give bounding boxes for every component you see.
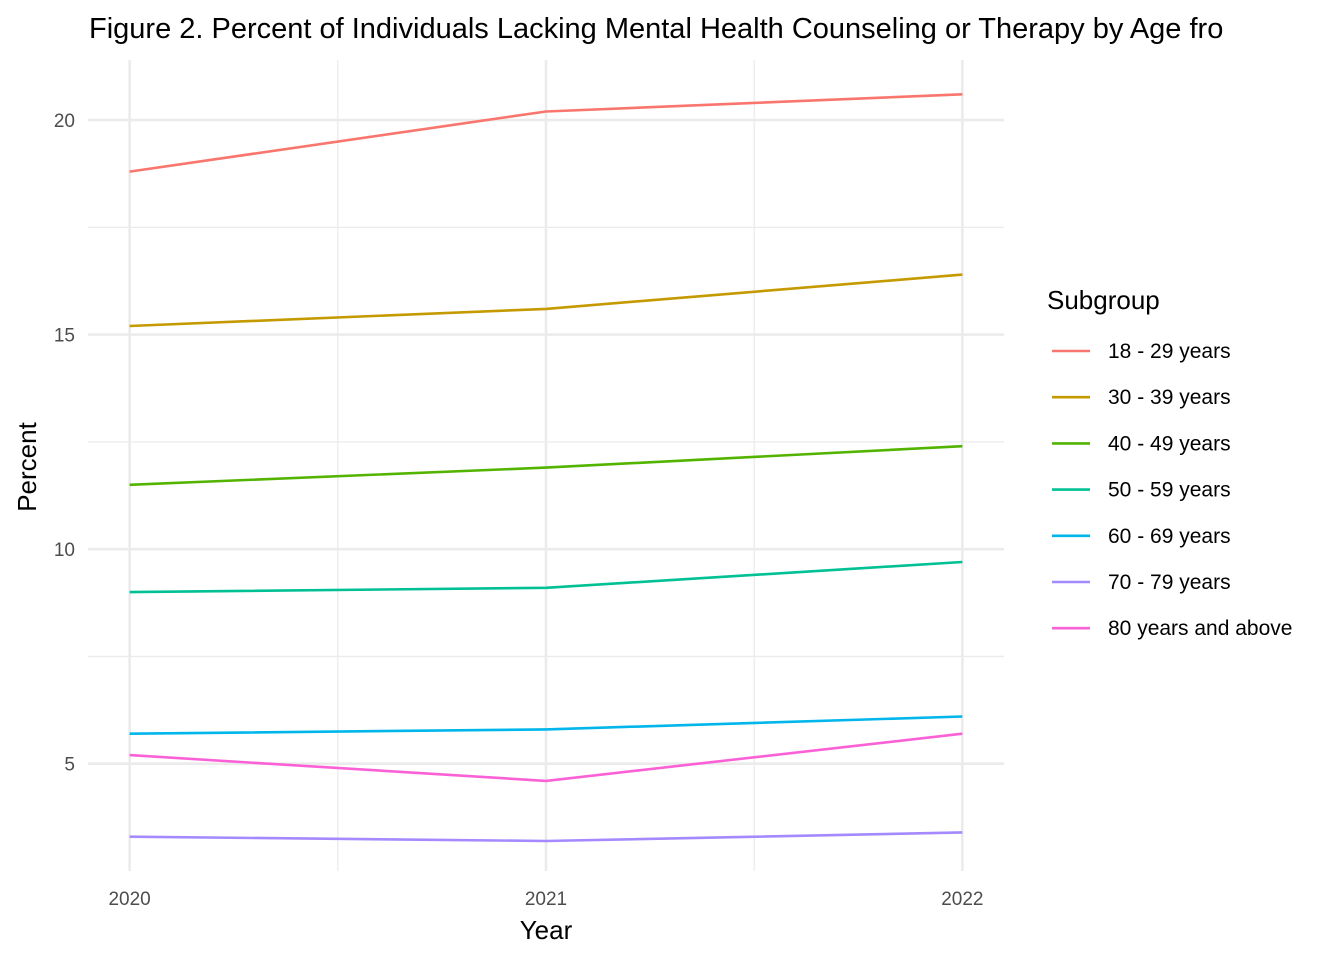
series-line	[129, 444, 963, 487]
x-tick-label: 2020	[108, 889, 150, 910]
legend-item: 70 - 79 years	[1052, 571, 1231, 594]
legend-item: 60 - 69 years	[1052, 525, 1231, 548]
series-line	[129, 93, 963, 173]
y-tick-label: 10	[54, 540, 75, 561]
series-line	[129, 273, 963, 328]
chart-title: Figure 2. Percent of Individuals Lacking…	[89, 13, 1223, 45]
legend-label: 18 - 29 years	[1108, 340, 1231, 363]
series-layer	[129, 93, 963, 843]
legend-item: 30 - 39 years	[1052, 386, 1231, 409]
legend-item: 50 - 59 years	[1052, 479, 1231, 502]
legend-title: Subgroup	[1047, 285, 1160, 315]
legend: Subgroup 18 - 29 years 30 - 39 years 40 - …	[1047, 285, 1292, 640]
legend-label: 40 - 49 years	[1108, 432, 1231, 455]
legend-label: 60 - 69 years	[1108, 525, 1231, 548]
legend-label: 70 - 79 years	[1108, 571, 1231, 594]
series-line	[129, 715, 963, 735]
y-tick-label: 20	[54, 111, 75, 132]
grid-layer	[88, 60, 1004, 871]
legend-item: 80 years and above	[1052, 617, 1292, 640]
y-tick-label: 15	[54, 326, 75, 347]
series-line	[129, 831, 963, 843]
y-axis-title: Percent	[12, 421, 42, 511]
x-tick-label: 2021	[525, 889, 567, 910]
series-line	[129, 732, 963, 783]
x-tick-label: 2022	[941, 889, 983, 910]
x-axis-title: Year	[520, 915, 573, 945]
legend-item: 18 - 29 years	[1052, 340, 1231, 363]
y-tick-label: 5	[64, 755, 75, 776]
series-line	[129, 560, 963, 594]
legend-label: 80 years and above	[1108, 617, 1292, 640]
legend-label: 30 - 39 years	[1108, 386, 1231, 409]
legend-item: 40 - 49 years	[1052, 432, 1231, 455]
legend-label: 50 - 59 years	[1108, 479, 1231, 502]
